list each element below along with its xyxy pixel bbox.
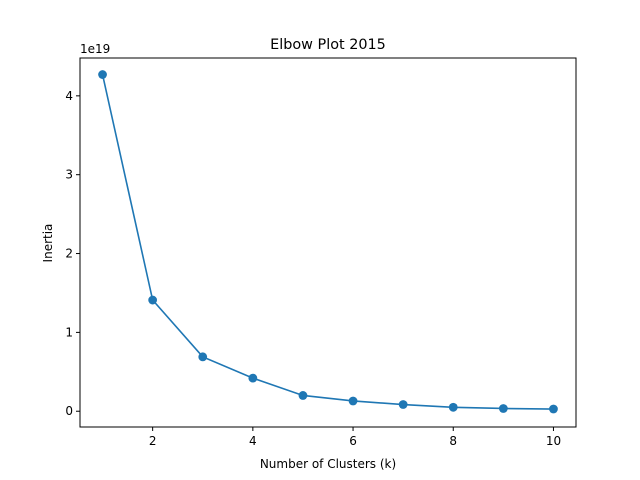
plot-frame <box>79 57 577 428</box>
y-axis-ticks: 0 1 2 3 4 <box>65 89 80 418</box>
chart-title: Elbow Plot 2015 <box>270 37 386 53</box>
y-tick-label: 4 <box>65 89 73 103</box>
x-tick-label: 2 <box>149 434 157 448</box>
data-point <box>498 404 508 413</box>
y-offset-label: 1e19 <box>80 42 110 56</box>
data-point <box>348 396 358 406</box>
x-axis-ticks: 2 4 6 8 10 <box>149 427 561 448</box>
series-line <box>101 74 554 410</box>
series-layer <box>98 70 558 414</box>
x-tick-label: 4 <box>249 434 257 448</box>
x-tick-label: 8 <box>449 434 457 448</box>
data-point <box>448 402 458 412</box>
y-tick-label: 1 <box>65 325 73 339</box>
x-tick-label: 6 <box>349 434 357 448</box>
data-point <box>298 391 308 400</box>
y-tick-label: 2 <box>65 247 73 261</box>
data-point <box>549 404 558 414</box>
y-axis-label: Inertia <box>41 224 55 263</box>
x-axis-label: Number of Clusters (k) <box>260 457 396 471</box>
x-tick-label: 10 <box>546 434 561 448</box>
data-point <box>148 295 158 305</box>
data-point <box>248 373 258 383</box>
data-point <box>398 400 408 409</box>
y-tick-label: 3 <box>65 168 73 182</box>
data-point <box>98 70 107 79</box>
data-point <box>198 352 208 362</box>
plot-area <box>79 57 577 428</box>
y-tick-label: 0 <box>65 404 73 418</box>
